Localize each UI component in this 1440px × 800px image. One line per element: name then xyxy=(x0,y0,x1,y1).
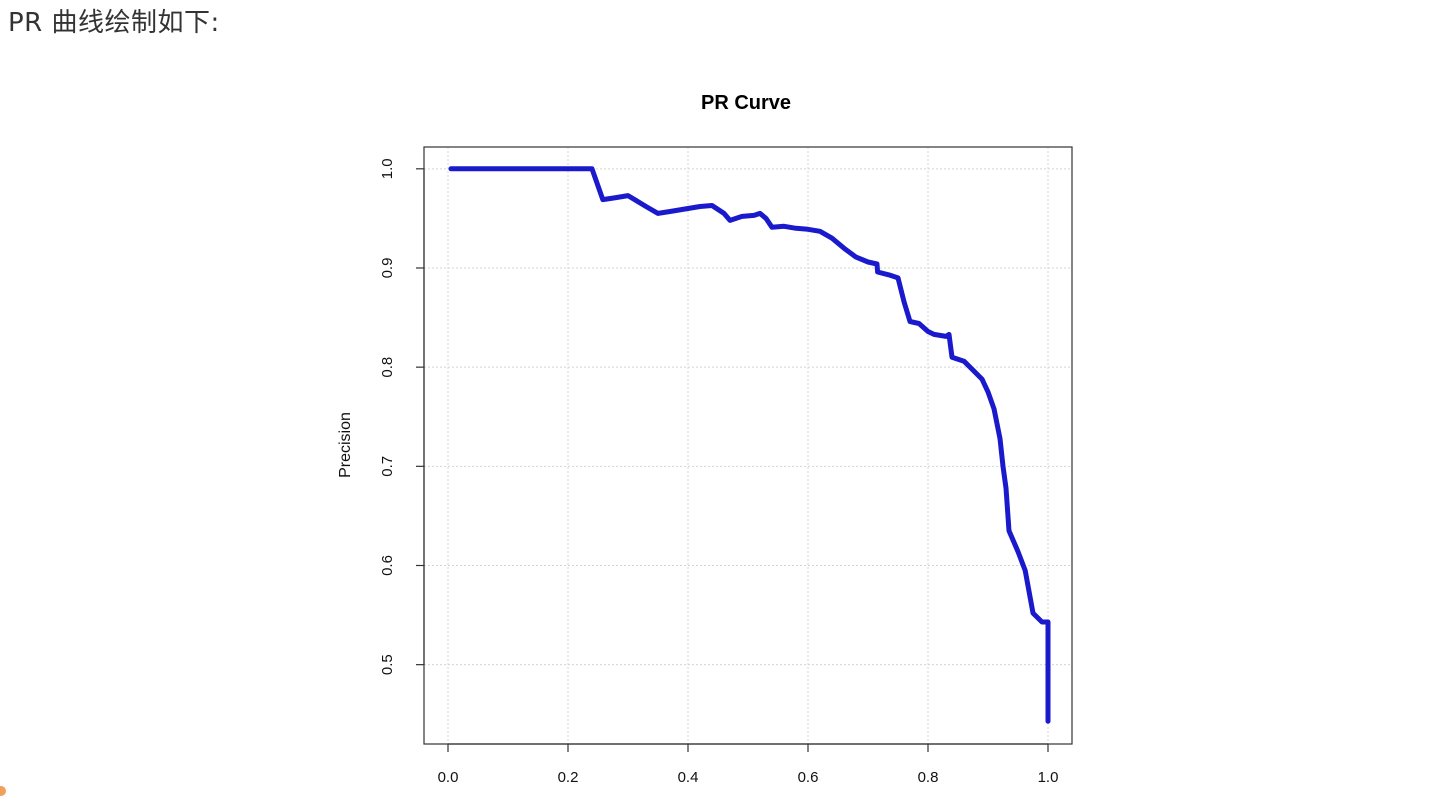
x-tick-label: 0.6 xyxy=(798,769,819,786)
y-tick-label: 0.9 xyxy=(379,258,396,279)
x-tick-label: 0.0 xyxy=(438,769,459,786)
x-tick-label: 0.8 xyxy=(918,769,939,786)
y-tick-label: 0.7 xyxy=(379,456,396,477)
curve-layer xyxy=(448,166,1051,724)
x-axis: 0.0 0.2 0.4 0.6 0.8 1.0 xyxy=(438,743,1059,786)
intro-text: PR 曲线绘制如下: xyxy=(8,8,220,38)
x-tick-label: 0.2 xyxy=(558,769,579,786)
chart-title: PR Curve xyxy=(701,92,791,114)
pr-curve-line xyxy=(448,166,1051,724)
x-tick-label: 1.0 xyxy=(1038,769,1059,786)
y-axis-label: Precision xyxy=(337,412,354,478)
y-tick-label: 0.5 xyxy=(379,654,396,675)
y-axis: 0.5 0.6 0.7 0.8 0.9 1.0 xyxy=(379,158,425,675)
y-tick-label: 0.8 xyxy=(379,357,396,378)
y-tick-label: 0.6 xyxy=(379,555,396,576)
x-tick-label: 0.4 xyxy=(678,769,699,786)
corner-decoration xyxy=(0,786,6,796)
y-tick-label: 1.0 xyxy=(379,158,396,179)
chart-background xyxy=(330,70,1120,800)
